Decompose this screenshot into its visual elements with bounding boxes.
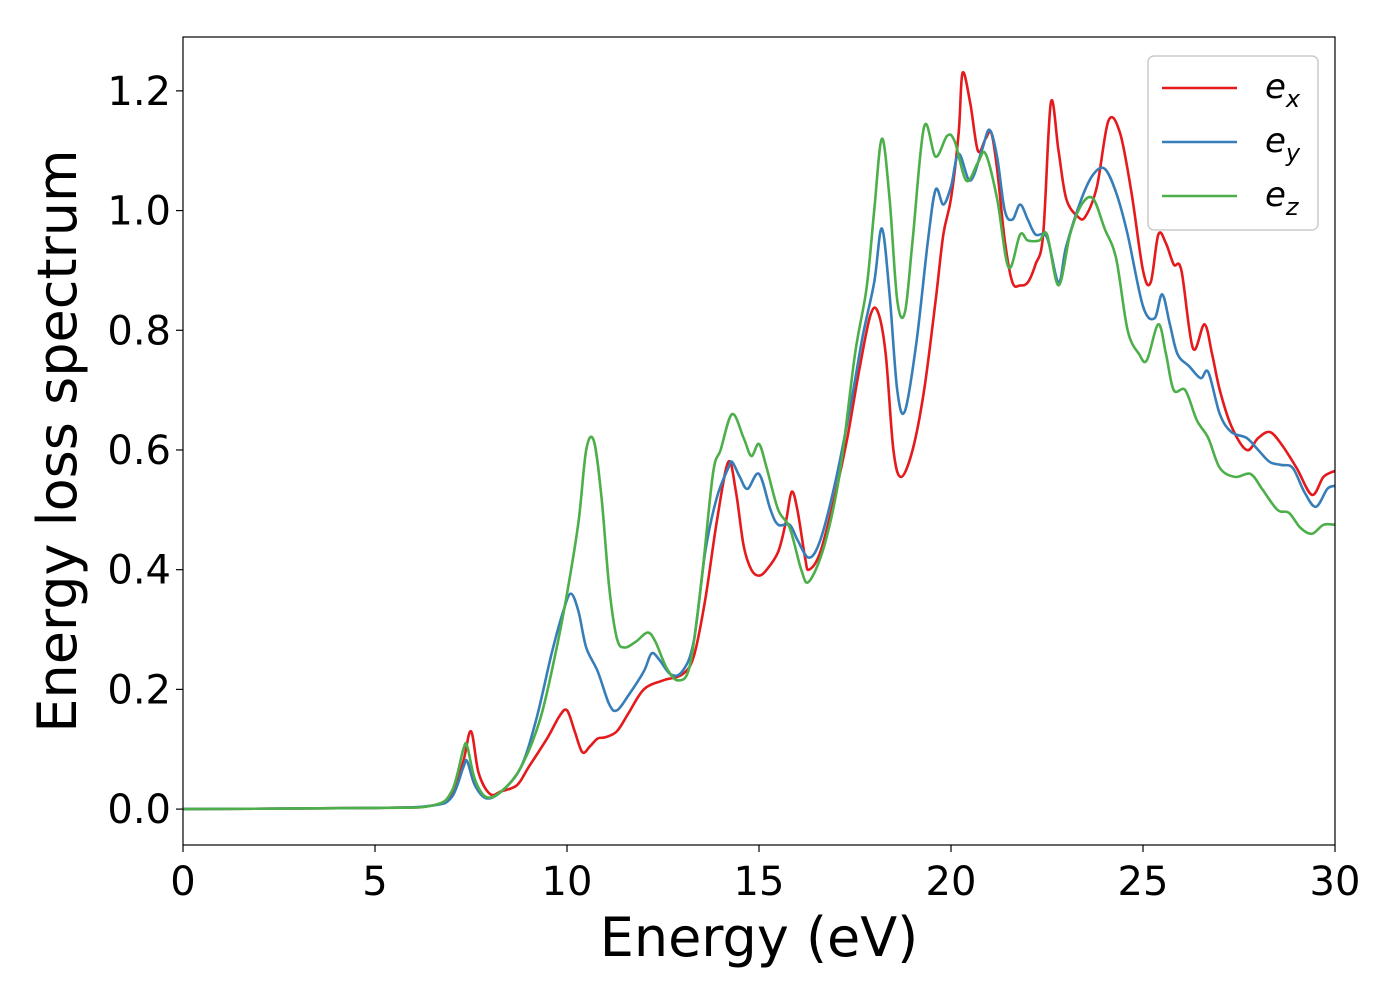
series-line-z xyxy=(182,122,1336,811)
y-tick-label: 1.0 xyxy=(107,189,171,235)
x-axis: 0 5 10 15 20 25 30 xyxy=(170,845,1360,905)
x-axis-title: Energy (eV) xyxy=(600,906,919,969)
y-tick-label: 0.4 xyxy=(107,548,171,594)
y-tick-label: 0.8 xyxy=(107,308,171,354)
x-tick-label: 20 xyxy=(926,859,977,905)
y-tick-label: 0.6 xyxy=(107,428,171,474)
y-tick-label: 0.2 xyxy=(107,667,171,713)
x-tick-label: 10 xyxy=(542,859,593,905)
x-tick-label: 30 xyxy=(1310,859,1361,905)
x-tick-label: 25 xyxy=(1118,859,1169,905)
y-tick-label: 0.0 xyxy=(107,787,171,833)
series-layer xyxy=(182,70,1336,811)
series-line-y xyxy=(182,128,1336,811)
x-tick-label: 15 xyxy=(734,859,785,905)
series-line-x xyxy=(182,70,1336,811)
plot-background xyxy=(183,37,1335,845)
y-axis-title: Energy loss spectrum xyxy=(26,149,89,732)
x-tick-label: 5 xyxy=(362,859,387,905)
y-tick-label: 1.2 xyxy=(107,69,171,115)
y-axis: 0.0 0.2 0.4 0.6 0.8 1.0 1.2 xyxy=(107,69,183,833)
x-tick-label: 0 xyxy=(170,859,195,905)
